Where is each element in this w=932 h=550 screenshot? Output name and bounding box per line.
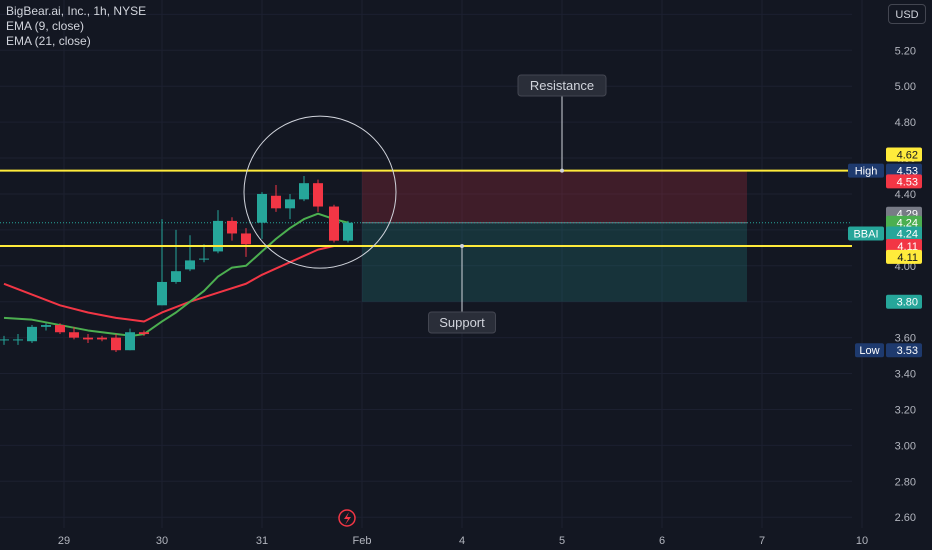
price-tick-label: 3.60 <box>895 333 916 345</box>
price-label-tag-text: BBAI <box>853 228 878 240</box>
price-label-tag <box>855 343 884 358</box>
price-label-badge <box>886 163 922 178</box>
candle <box>125 332 135 351</box>
candle <box>185 260 195 270</box>
legend-ema9[interactable]: EMA (9, close) <box>6 19 85 33</box>
earnings-icon[interactable] <box>338 509 356 527</box>
time-tick-label: 30 <box>156 535 168 547</box>
time-tick-label: Feb <box>353 535 372 547</box>
candle <box>257 193 267 223</box>
time-axis[interactable]: 29 30 31 Feb 4 5 6 7 10 <box>58 535 868 547</box>
candle <box>157 281 167 306</box>
price-label-text: 4.24 <box>897 228 918 240</box>
chart-legend: BigBear.ai, Inc., 1h, NYSE EMA (9, close… <box>6 4 146 49</box>
ema9-line <box>3 212 349 337</box>
candle <box>111 337 121 351</box>
candle <box>329 206 339 241</box>
callout-text: Support <box>439 315 485 330</box>
price-label-text: 4.62 <box>897 149 918 161</box>
price-label-text: 3.53 <box>897 345 918 357</box>
price-axis[interactable]: 5.405.205.004.804.604.404.204.003.803.60… <box>895 9 916 524</box>
price-labels: 4.624.53High4.534.294.244.24BBAI4.114.11… <box>848 147 922 358</box>
time-tick-label: 5 <box>559 535 565 547</box>
price-label-badge <box>886 226 922 241</box>
price-label-text: 4.53 <box>897 176 918 188</box>
candle <box>97 337 107 340</box>
price-label-badge <box>886 249 922 264</box>
time-tick-label: 4 <box>459 535 465 547</box>
time-tick-label: 31 <box>256 535 268 547</box>
price-label-tag <box>848 226 884 241</box>
candle <box>171 271 181 282</box>
candle <box>271 195 281 209</box>
candle <box>313 183 323 207</box>
price-label-tag-text: High <box>855 166 878 178</box>
candle <box>241 233 251 245</box>
price-tick-label: 3.00 <box>895 440 916 452</box>
price-tick-label: 4.80 <box>895 117 916 129</box>
price-label-tag <box>848 163 884 178</box>
time-tick-label: 29 <box>58 535 70 547</box>
callout-anchor <box>460 244 464 249</box>
candles <box>0 176 353 352</box>
price-label-badge <box>886 294 922 309</box>
candle <box>27 326 37 342</box>
candle <box>41 325 51 327</box>
price-label-tag-text: Low <box>859 345 879 357</box>
callout-box[interactable] <box>517 74 607 97</box>
time-tick-label: 10 <box>856 535 868 547</box>
legend-ema21[interactable]: EMA (21, close) <box>6 34 91 48</box>
candle <box>299 183 309 200</box>
price-label-text: 3.80 <box>897 297 918 309</box>
price-tick-label: 3.20 <box>895 404 916 416</box>
candle <box>69 332 79 338</box>
grid <box>0 0 863 528</box>
price-tick-label: 3.40 <box>895 369 916 381</box>
price-tick-label: 5.00 <box>895 81 916 93</box>
candle <box>13 339 23 341</box>
candle <box>285 199 295 209</box>
price-tick-label: 2.80 <box>895 476 916 488</box>
callout-text: Resistance <box>530 78 594 93</box>
time-tick-label: 7 <box>759 535 765 547</box>
symbol-title[interactable]: BigBear.ai, Inc., 1h, NYSE <box>6 4 147 18</box>
price-label-badge <box>886 239 922 254</box>
circle-shape[interactable] <box>243 115 397 269</box>
candle <box>83 337 93 340</box>
candle <box>199 258 209 260</box>
ema9-layer <box>3 212 349 337</box>
risk-zone[interactable] <box>362 170 747 223</box>
price-label-text: 4.11 <box>897 252 918 264</box>
time-tick-label: 6 <box>659 535 665 547</box>
callout-box[interactable] <box>428 311 496 334</box>
price-label-badge <box>886 147 922 162</box>
callout-anchor <box>560 168 564 173</box>
horizontal-lines[interactable] <box>0 169 852 248</box>
price-label-badge <box>886 343 922 358</box>
position-tool[interactable] <box>0 170 852 302</box>
candle <box>55 325 65 333</box>
price-tick-label: 2.60 <box>895 512 916 524</box>
price-tick-label: 5.20 <box>895 45 916 57</box>
price-tick-label: 4.40 <box>895 189 916 201</box>
circle-drawing[interactable] <box>243 115 397 269</box>
currency-button[interactable]: USD <box>888 4 926 24</box>
candle <box>0 339 9 341</box>
candle <box>343 222 353 241</box>
candle <box>227 220 237 234</box>
price-label-badge <box>886 174 922 189</box>
reward-zone[interactable] <box>362 222 747 302</box>
candle <box>213 220 223 252</box>
candle <box>139 332 149 335</box>
price-label-badge <box>886 215 922 230</box>
annotations[interactable]: Resistance Support <box>428 74 607 334</box>
